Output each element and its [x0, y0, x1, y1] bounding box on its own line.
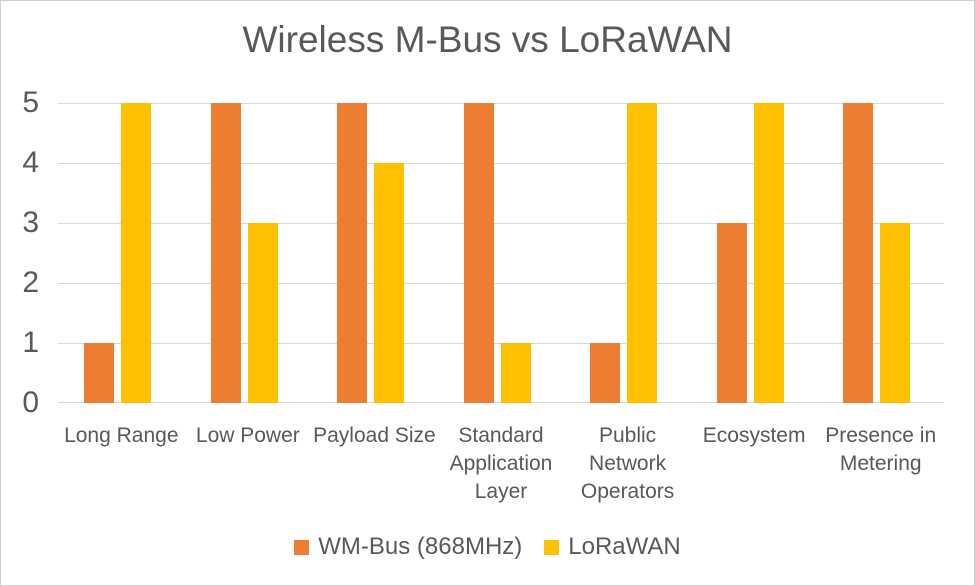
legend-swatch: [544, 539, 560, 555]
y-tick-label: 3: [22, 206, 39, 239]
bar: [590, 343, 621, 403]
y-tick-label: 0: [22, 386, 39, 419]
x-category-label: Presence in Metering: [817, 422, 944, 478]
legend-label: LoRaWAN: [568, 533, 681, 560]
gridline: [58, 283, 944, 284]
x-category-label-line: Standard: [458, 424, 544, 447]
bar: [84, 343, 114, 403]
x-category-label: Ecosystem: [691, 422, 818, 450]
x-axis: Long Range Low Power Payload Size Standard A…: [58, 422, 944, 512]
bar: [753, 103, 784, 403]
x-category-label-line: Long Range: [64, 424, 179, 447]
x-category-label-line: Public: [598, 424, 657, 447]
y-tick-label: 4: [22, 146, 39, 179]
bar: [337, 103, 368, 403]
x-category-label: Long Range: [58, 422, 185, 450]
y-axis: 0 1 2 3 4 5: [1, 88, 41, 418]
bar: [627, 103, 658, 403]
x-category-label-line: Operators: [580, 480, 675, 503]
bar: [463, 103, 494, 403]
x-category-label-line: Presence in: [825, 424, 937, 447]
y-tick-label: 2: [22, 266, 39, 299]
gridline: [58, 223, 944, 224]
legend-item: WM-Bus (868MHz): [294, 533, 522, 561]
bar: [500, 343, 531, 403]
plot-area: [58, 103, 944, 403]
x-category-label-line: Low Power: [195, 424, 300, 447]
legend-label: WM-Bus (868MHz): [318, 533, 523, 560]
y-tick-label: 5: [22, 86, 39, 119]
x-category-label-line: Layer: [474, 480, 528, 503]
bar: [716, 223, 747, 403]
x-category-label: Payload Size: [311, 422, 438, 450]
x-category-label-line: Application: [449, 452, 553, 475]
x-category-label: Public Network Operators: [564, 422, 691, 506]
bar: [247, 223, 278, 403]
legend-item: LoRaWAN: [544, 533, 681, 561]
x-category-label: Low Power: [185, 422, 312, 450]
x-category-label: Standard Application Layer: [438, 422, 565, 506]
legend: WM-Bus (868MHz) LoRaWAN: [1, 532, 974, 562]
bar: [210, 103, 241, 403]
x-category-label-line: Network: [589, 452, 667, 475]
bar: [374, 163, 405, 403]
x-category-label-line: Metering: [839, 452, 922, 475]
bar: [121, 103, 151, 403]
chart-title: Wireless M-Bus vs LoRaWAN: [242, 19, 733, 60]
bar: [880, 223, 911, 403]
x-category-label-line: Ecosystem: [702, 424, 806, 447]
y-tick-label: 1: [22, 326, 39, 359]
x-category-label-line: Payload Size: [313, 424, 436, 447]
legend-swatch: [294, 539, 310, 555]
bar: [843, 103, 874, 403]
gridline: [58, 163, 944, 164]
gridline: [58, 103, 944, 104]
